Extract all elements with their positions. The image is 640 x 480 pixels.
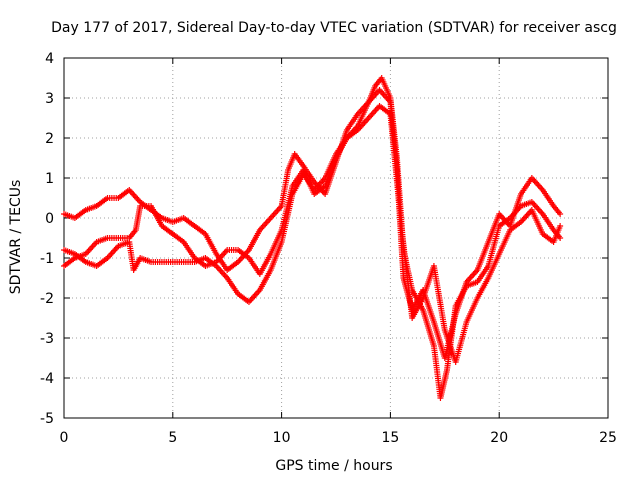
y-tick-label: 3 — [45, 91, 54, 107]
y-axis-label: SDTVAR / TECUs — [8, 180, 24, 295]
x-tick-label: 15 — [381, 430, 399, 446]
chart-title: Day 177 of 2017, Sidereal Day-to-day VTE… — [51, 20, 617, 36]
data-point — [557, 211, 564, 217]
x-tick-label: 0 — [60, 430, 69, 446]
x-axis-label: GPS time / hours — [275, 458, 392, 474]
x-tick-label: 20 — [490, 430, 508, 446]
y-tick-label: -3 — [40, 331, 54, 347]
y-tick-label: 0 — [45, 211, 54, 227]
y-tick-label: -1 — [40, 251, 54, 267]
x-tick-label: 25 — [599, 430, 617, 446]
y-tick-label: -5 — [40, 411, 54, 427]
y-tick-label: 4 — [45, 51, 54, 67]
x-tick-label: 5 — [168, 430, 177, 446]
y-tick-label: 1 — [45, 171, 54, 187]
plot-frame — [63, 57, 609, 419]
data-point — [557, 223, 564, 229]
axes — [63, 57, 609, 419]
y-tick-label: -4 — [40, 371, 54, 387]
tick-labels: 0 5 10 15 20 25 -5 -4 -3 -2 -1 0 1 2 3 4 — [40, 51, 617, 446]
y-tick-label: -2 — [40, 291, 54, 307]
data-points — [61, 75, 564, 401]
y-tick-label: 2 — [45, 131, 54, 147]
x-tick-label: 10 — [273, 430, 291, 446]
grid — [64, 58, 608, 418]
